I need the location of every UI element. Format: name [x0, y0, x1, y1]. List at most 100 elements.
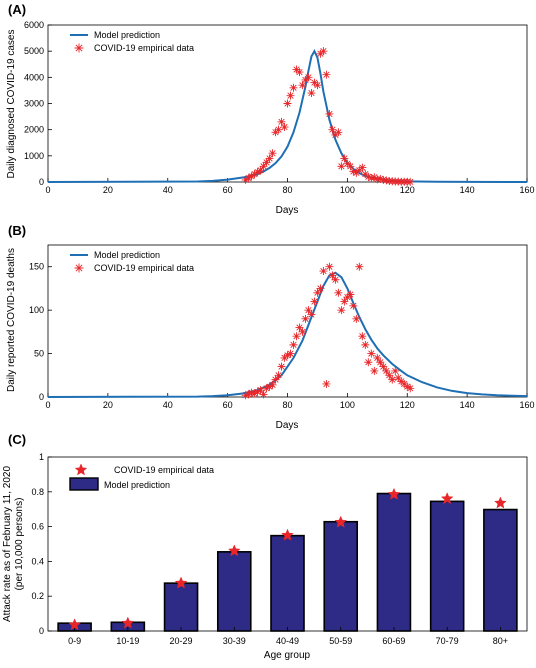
- panel-b-data-point: [376, 358, 385, 367]
- panel-a-data-point: [250, 170, 259, 179]
- panel-a-x-tick-label: 60: [223, 185, 233, 195]
- panel-a-data-point: [274, 125, 283, 134]
- panel-a-data-point: [280, 123, 289, 132]
- panel-a-data-point: [295, 68, 304, 77]
- panel-c-data-point: [68, 618, 81, 631]
- panel-b-data-point: [307, 310, 316, 319]
- panel-b-data-point: [304, 306, 313, 315]
- panel-b-x-tick-label: 0: [45, 400, 50, 410]
- panel-b-model-prediction-line: [47, 271, 528, 398]
- panel-c-x-tick-label: 10-19: [116, 636, 139, 646]
- panel-b-data-point: [301, 314, 310, 323]
- panel-a-data-point: [310, 78, 319, 87]
- panel-b-data-point: [298, 327, 307, 336]
- panel-b-x-tick-label: 140: [460, 400, 475, 410]
- panel-b-data-point: [382, 366, 391, 375]
- panel-b-data-point: [268, 380, 277, 389]
- panel-c-bar: [323, 520, 359, 632]
- panel-c-y-tick-label: 0.6: [31, 522, 44, 532]
- panel-b-data-point: [274, 371, 283, 380]
- panel-b-data-point: [400, 379, 409, 388]
- panel-a-data-point: [277, 117, 286, 126]
- panel-a-data-point: [343, 159, 352, 168]
- panel-a-data-point: [370, 173, 379, 182]
- panel-c-legend-empirical: COVID-19 empirical data: [114, 465, 214, 475]
- panel-a-data-point: [307, 89, 316, 98]
- panel-a-data-point: [286, 91, 295, 100]
- panel-c-x-axis-label: Age group: [264, 650, 311, 661]
- panel-a-x-tick-label: 0: [45, 185, 50, 195]
- panel-b-data-point: [385, 371, 394, 380]
- panel-c-data-point: [227, 544, 241, 557]
- panel-a-data-point: [376, 174, 385, 183]
- panel-b-y-tick-label: 0: [39, 392, 44, 402]
- panel-c-y-tick-label: 0.2: [31, 591, 44, 601]
- panel-a-legend-marker-swatch: [74, 43, 84, 53]
- panel-a-data-point: [346, 162, 355, 171]
- panel-a-y-tick-label: 5000: [24, 46, 44, 56]
- panel-b-data-point: [334, 288, 343, 297]
- panel-a-data-point: [328, 125, 337, 134]
- panel-a: (A) Days Daily diagnosed COVID-19 cases …: [6, 2, 535, 216]
- panel-b-data-point: [256, 386, 265, 395]
- panel-c-label: (C): [8, 432, 26, 447]
- panel-b-x-tick-label: 120: [400, 400, 415, 410]
- panel-a-x-tick-label: 100: [340, 185, 355, 195]
- panel-c-bar: [429, 500, 465, 632]
- panel-c-data-point: [281, 528, 294, 541]
- panel-a-data-point: [382, 176, 391, 185]
- panel-c-data-point: [334, 515, 348, 528]
- panel-b-data-point: [316, 284, 325, 293]
- panel-b-data-point: [358, 332, 367, 341]
- panel-a-x-axis-label: Days: [276, 205, 299, 216]
- panel-a-legend-empirical: COVID-19 empirical data: [94, 43, 194, 53]
- panel-b-data-point: [289, 340, 298, 349]
- panel-b-data-point: [313, 288, 322, 297]
- panel-b-data-point: [340, 297, 349, 306]
- panel-b-data-point: [319, 267, 328, 276]
- panel-c-bar: [483, 508, 518, 632]
- panel-a-data-point: [406, 177, 415, 186]
- panel-b-x-tick-label: 60: [223, 400, 233, 410]
- panel-a-data-point: [364, 172, 373, 181]
- panel-b-data-point: [373, 353, 382, 362]
- panel-a-data-point: [349, 167, 358, 176]
- panel-a-data-point: [292, 65, 301, 74]
- panel-c-bar: [216, 551, 252, 632]
- panel-c-legend-bar-swatch: [69, 477, 99, 491]
- panel-a-data-point: [265, 154, 274, 163]
- panel-b-data-point: [253, 387, 262, 396]
- panel-b-data-point: [244, 390, 253, 399]
- panel-a-y-tick-label: 1000: [24, 151, 44, 161]
- panel-b-x-tick-label: 100: [340, 400, 355, 410]
- panel-b-data-point: [247, 388, 256, 397]
- panel-b-data-point: [370, 366, 379, 375]
- panel-a-y-tick-label: 0: [39, 177, 44, 187]
- panel-a-data-point: [316, 49, 325, 58]
- panel-b-data-point: [271, 375, 280, 384]
- panel-c-x-tick-label: 60-69: [382, 636, 405, 646]
- panel-a-data-point: [271, 128, 280, 137]
- panel-c-y-tick-label: 1: [39, 452, 44, 462]
- panel-c-data-point: [440, 492, 454, 505]
- panel-b-data-point: [322, 379, 331, 388]
- panel-c-y-tick-label: 0.8: [31, 487, 44, 497]
- panel-a-data-point: [253, 168, 262, 177]
- panel-a-data-point: [352, 168, 361, 177]
- panel-a-data-point: [322, 70, 331, 79]
- panel-b-y-tick-label: 50: [34, 349, 44, 359]
- panel-b-data-point: [310, 297, 319, 306]
- panel-a-x-tick-label: 20: [103, 185, 113, 195]
- panel-c-legend-model: Model prediction: [104, 480, 170, 490]
- panel-a-data-point: [319, 47, 328, 56]
- panel-b-data-point: [262, 384, 271, 393]
- panel-b-data-point: [349, 301, 358, 310]
- panel-c-x-tick-label: 70-79: [436, 636, 459, 646]
- panel-c-data-point: [494, 496, 507, 509]
- panel-b-x-tick-label: 20: [103, 400, 113, 410]
- panel-a-x-tick-label: 160: [519, 185, 534, 195]
- panel-c-bar: [163, 582, 199, 632]
- panel-c-y-axis-label-units: (per 10,000 persons): [14, 498, 25, 591]
- panel-a-data-point: [379, 175, 388, 184]
